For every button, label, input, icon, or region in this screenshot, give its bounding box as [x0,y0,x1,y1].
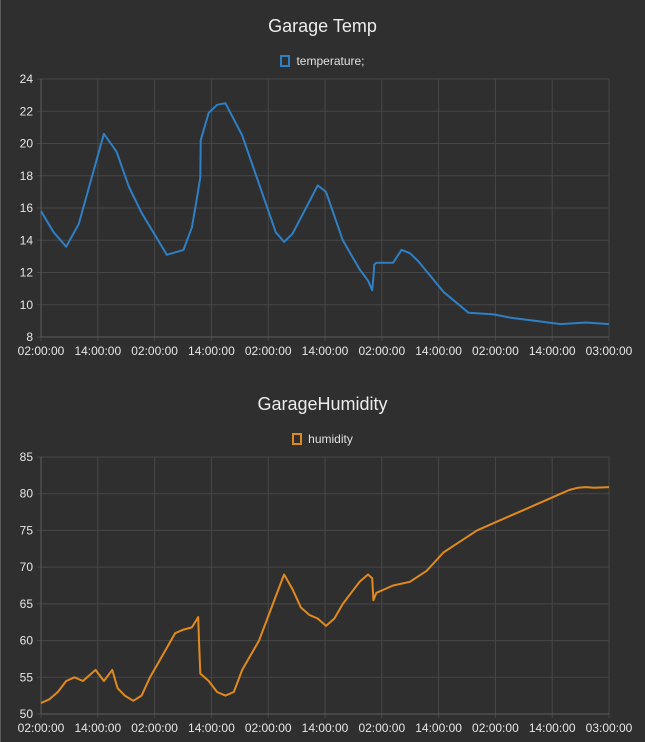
y-tick-label: 20 [20,137,34,151]
y-tick-label: 22 [20,104,34,118]
legend[interactable]: temperature; [0,54,645,68]
x-tick-label: 02:00:00 [245,721,292,735]
x-tick-label: 14:00:00 [74,344,121,358]
x-tick-label: 02:00:00 [18,344,65,358]
legend[interactable]: humidity [0,432,645,446]
y-tick-label: 10 [20,298,34,312]
x-tick-label: 14:00:00 [188,344,235,358]
y-tick-label: 80 [20,487,34,501]
temperature-chart: Garage Temp temperature; 8 10 12 14 16 18 20 22… [0,16,645,358]
x-tick-label: 02:00:00 [245,344,292,358]
y-tick-label: 65 [20,597,34,611]
x-tick-label: 14:00:00 [74,721,121,735]
x-tick-label: 02:00:00 [131,721,178,735]
series-line [40,102,610,326]
x-tick-label: 14:00:00 [529,344,576,358]
y-tick-label: 14 [20,233,34,247]
x-tick-label: 02:00:00 [472,344,519,358]
y-tick-label: 85 [20,450,34,464]
x-tick-label: 02:00:00 [472,721,519,735]
x-tick-label: 02:00:00 [358,721,405,735]
x-tick-label: 14:00:00 [529,721,576,735]
x-tick-label: 14:00:00 [415,344,462,358]
x-tick-label: 02:00:00 [358,344,405,358]
y-tick-label: 55 [20,670,34,684]
x-tick-label: 14:00:00 [188,721,235,735]
x-tick-label: 03:00:00 [586,721,633,735]
x-tick-label: 14:00:00 [415,721,462,735]
legend-label[interactable]: humidity [308,432,353,446]
chart-title: Garage Temp [268,16,377,36]
x-tick-label: 02:00:00 [131,344,178,358]
y-tick-label: 16 [20,201,34,215]
y-tick-label: 12 [20,266,34,280]
legend-label[interactable]: temperature; [296,54,365,68]
x-tick-label: 03:00:00 [586,344,633,358]
temperature-plot: 8 10 12 14 16 18 20 22 24 02:00:00 14:00:00 02:00:0… [18,72,633,358]
humidity-chart: GarageHumidity humidity 50 55 60 65 70 75 80 85… [0,378,645,742]
y-tick-label: 24 [20,72,34,86]
y-tick-label: 70 [20,560,34,574]
panel-left-border [0,0,1,742]
y-tick-label: 60 [20,634,34,648]
y-tick-label: 18 [20,169,34,183]
y-tick-label: 8 [26,330,33,344]
legend-swatch[interactable] [280,55,291,67]
humidity-plot: 50 55 60 65 70 75 80 85 02:00:00 14:00:00 02:00:00… [18,450,633,735]
x-tick-label: 14:00:00 [302,344,349,358]
x-tick-label: 14:00:00 [302,721,349,735]
y-tick-label: 75 [20,523,34,537]
chart-title: GarageHumidity [257,394,388,414]
series-line [40,486,610,704]
legend-swatch[interactable] [292,433,303,445]
y-tick-label: 50 [20,707,34,721]
x-tick-label: 02:00:00 [18,721,65,735]
